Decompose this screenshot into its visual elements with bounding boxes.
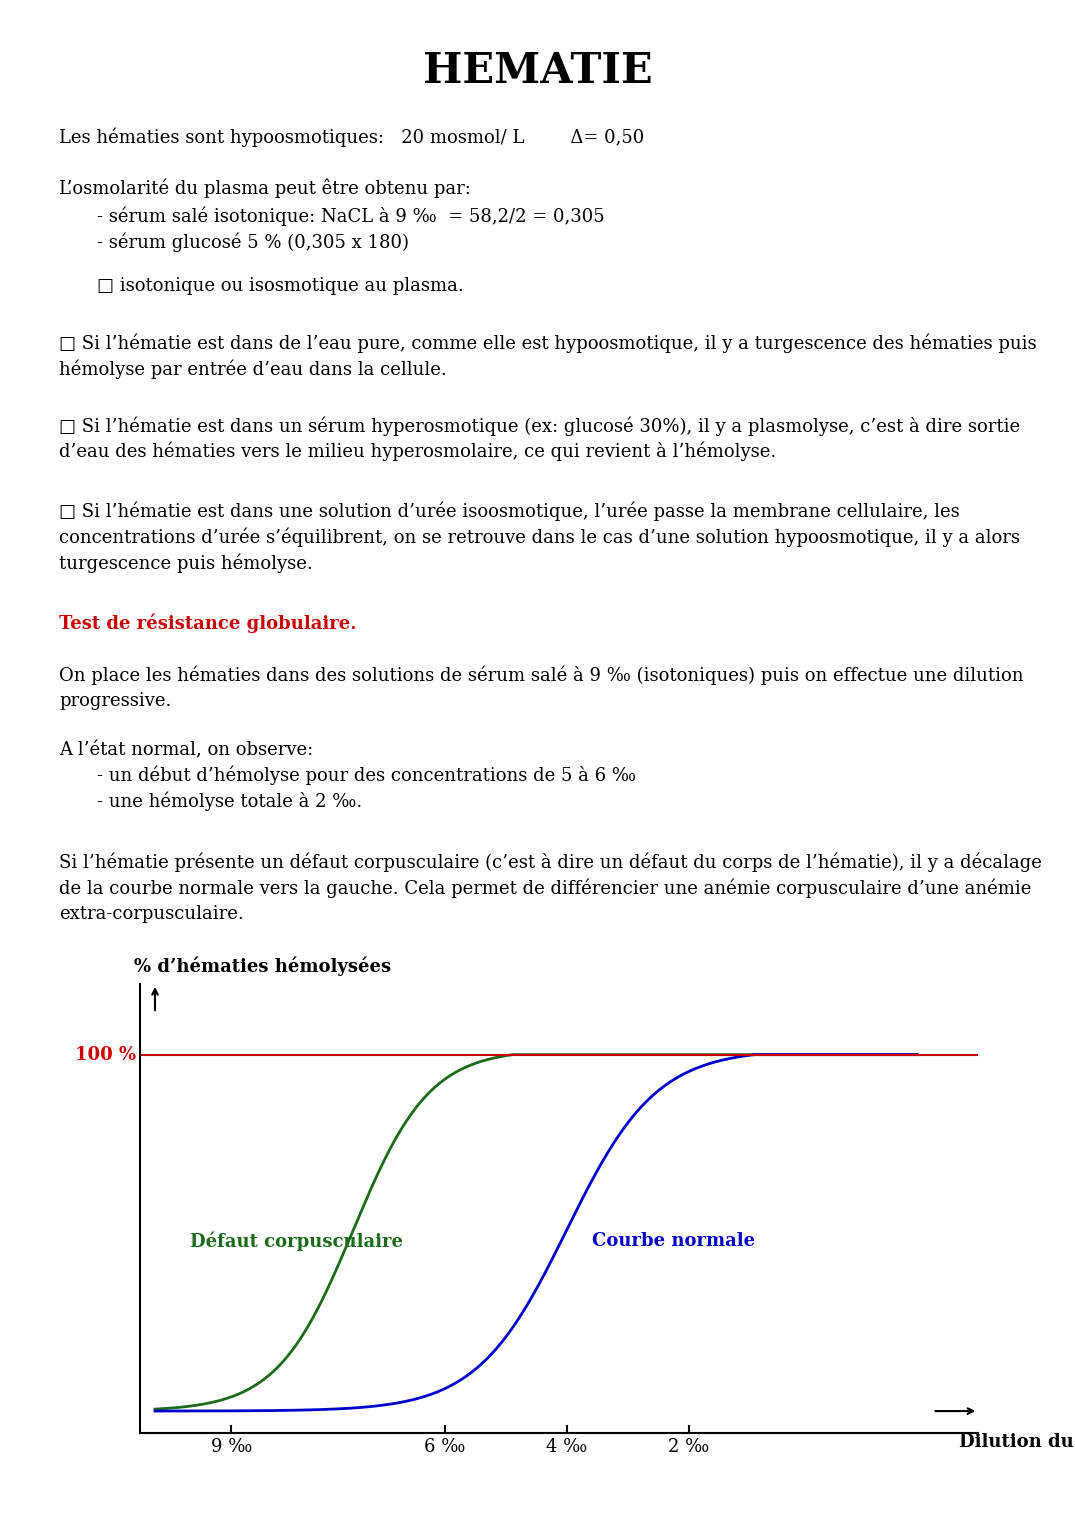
Text: - sérum salé isotonique: NaCL à 9 ‰  = 58,2/2 = 0,305: - sérum salé isotonique: NaCL à 9 ‰ = 58…: [97, 207, 604, 225]
Text: Dilution du sérum salé: Dilution du sérum salé: [959, 1433, 1075, 1451]
Text: A l’état normal, on observe:: A l’état normal, on observe:: [59, 741, 314, 759]
Text: □ isotonique ou isosmotique au plasma.: □ isotonique ou isosmotique au plasma.: [97, 277, 463, 295]
Text: d’eau des hématies vers le milieu hyperosmolaire, ce qui revient à l’hémolyse.: d’eau des hématies vers le milieu hypero…: [59, 443, 776, 461]
Text: concentrations d’urée s’équilibrent, on se retrouve dans le cas d’une solution h: concentrations d’urée s’équilibrent, on …: [59, 528, 1020, 546]
Text: □ Si l’hématie est dans de l’eau pure, comme elle est hypoosmotique, il y a turg: □ Si l’hématie est dans de l’eau pure, c…: [59, 335, 1036, 353]
Text: - une hémolyse totale à 2 ‰.: - une hémolyse totale à 2 ‰.: [97, 792, 362, 811]
Text: □ Si l’hématie est dans une solution d’urée isoosmotique, l’urée passe la membra: □ Si l’hématie est dans une solution d’u…: [59, 502, 960, 520]
Text: Si l’hématie présente un défaut corpusculaire (c’est à dire un défaut du corps d: Si l’hématie présente un défaut corpuscu…: [59, 853, 1042, 872]
Text: HEMATIE: HEMATIE: [422, 50, 653, 93]
Text: □ Si l’hématie est dans un sérum hyperosmotique (ex: glucosé 30%), il y a plasmo: □ Si l’hématie est dans un sérum hyperos…: [59, 417, 1020, 435]
Text: extra-corpusculaire.: extra-corpusculaire.: [59, 905, 244, 923]
Text: % d’hématies hémolysées: % d’hématies hémolysées: [134, 957, 391, 976]
Text: Les hématies sont hypoosmotiques:   20 mosmol/ L        Δ= 0,50: Les hématies sont hypoosmotiques: 20 mos…: [59, 128, 644, 146]
Text: - un début d’hémolyse pour des concentrations de 5 à 6 ‰: - un début d’hémolyse pour des concentra…: [97, 767, 635, 785]
Text: Test de résistance globulaire.: Test de résistance globulaire.: [59, 614, 357, 633]
Text: turgescence puis hémolyse.: turgescence puis hémolyse.: [59, 554, 313, 572]
Text: hémolyse par entrée d’eau dans la cellule.: hémolyse par entrée d’eau dans la cellul…: [59, 360, 447, 379]
Text: de la courbe normale vers la gauche. Cela permet de différencier une anémie corp: de la courbe normale vers la gauche. Cel…: [59, 879, 1032, 897]
Text: Défaut corpusculaire: Défaut corpusculaire: [189, 1232, 402, 1250]
Text: - sérum glucosé 5 % (0,305 x 180): - sérum glucosé 5 % (0,305 x 180): [97, 233, 409, 251]
Text: On place les hématies dans des solutions de sérum salé à 9 ‰ (isotoniques) puis : On place les hématies dans des solutions…: [59, 666, 1023, 684]
Text: 100 %: 100 %: [75, 1045, 135, 1063]
Text: progressive.: progressive.: [59, 692, 172, 710]
Text: L’osmolarité du plasma peut être obtenu par:: L’osmolarité du plasma peut être obtenu …: [59, 179, 471, 198]
Text: Courbe normale: Courbe normale: [591, 1232, 755, 1250]
